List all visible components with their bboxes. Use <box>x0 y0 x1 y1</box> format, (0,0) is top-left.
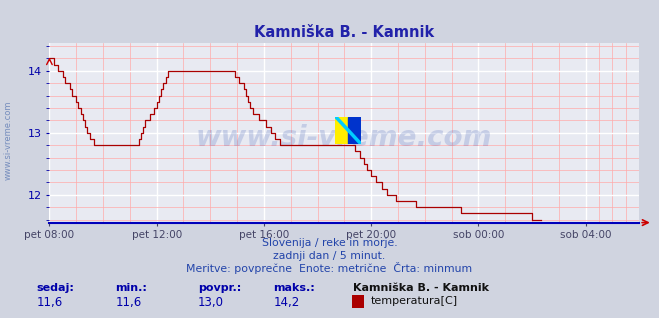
Text: maks.:: maks.: <box>273 283 315 293</box>
Text: povpr.:: povpr.: <box>198 283 241 293</box>
Text: Kamniška B. - Kamnik: Kamniška B. - Kamnik <box>353 283 488 293</box>
Text: temperatura[C]: temperatura[C] <box>370 296 457 306</box>
Text: sedaj:: sedaj: <box>36 283 74 293</box>
Text: Slovenija / reke in morje.: Slovenija / reke in morje. <box>262 238 397 248</box>
Bar <box>335 116 348 143</box>
Text: zadnji dan / 5 minut.: zadnji dan / 5 minut. <box>273 251 386 261</box>
Text: Meritve: povprečne  Enote: metrične  Črta: minmum: Meritve: povprečne Enote: metrične Črta:… <box>186 262 473 274</box>
Text: www.si-vreme.com: www.si-vreme.com <box>196 124 492 152</box>
Title: Kamniška B. - Kamnik: Kamniška B. - Kamnik <box>254 25 434 40</box>
Text: 11,6: 11,6 <box>115 296 142 309</box>
Bar <box>348 116 360 143</box>
Text: www.si-vreme.com: www.si-vreme.com <box>4 100 13 180</box>
Text: 14,2: 14,2 <box>273 296 300 309</box>
Text: 11,6: 11,6 <box>36 296 63 309</box>
Text: 13,0: 13,0 <box>198 296 223 309</box>
Text: min.:: min.: <box>115 283 147 293</box>
